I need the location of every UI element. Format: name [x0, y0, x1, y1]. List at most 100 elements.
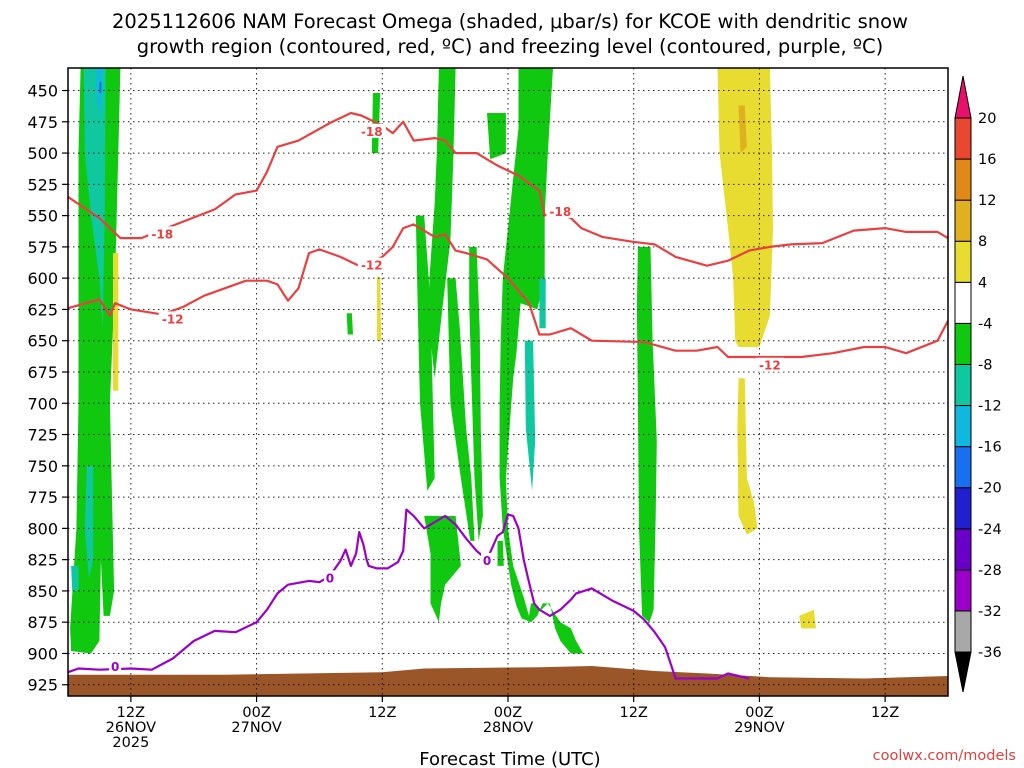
colorbar-bin [954, 569, 972, 612]
x-tick-label: 12Z [117, 705, 145, 721]
y-tick-label: 675 [27, 363, 58, 382]
axes: 450 475 500 525 550 575 600 625 650 675 700 725 750 7… [27, 82, 899, 751]
y-tick-label: 750 [27, 457, 58, 476]
y-tick-label: 875 [27, 613, 58, 632]
x-tick-label: 00Z [745, 705, 773, 721]
omega-area--8_to_-4 [415, 215, 435, 491]
colorbar-bin [954, 363, 972, 407]
contour-label-bg [148, 226, 177, 241]
omega-area--12_to_-8 [539, 278, 546, 329]
y-tick-label: 700 [27, 394, 58, 413]
omega-area--8_to_-4 [469, 246, 483, 541]
x-tick-label: 28NOV [483, 720, 533, 736]
contour-label: -18 [151, 227, 173, 241]
contour-label-bg [158, 311, 187, 326]
colorbar-bin [954, 405, 972, 448]
y-tick-label: 725 [27, 426, 58, 445]
contour-freezing-level-0 [68, 508, 750, 680]
y-tick-label: 800 [27, 519, 58, 538]
y-tick-label: 450 [27, 82, 58, 101]
omega-area--8_to_-4 [636, 246, 657, 623]
contour-label-bg [109, 659, 122, 674]
x-tick-label: 26NOV [106, 720, 156, 736]
y-tick-label: 825 [27, 551, 58, 570]
x-tick-label: 27NOV [231, 720, 281, 736]
x-tick-label: 00Z [242, 705, 270, 721]
colorbar-tick-label: -4 [978, 316, 992, 332]
contour-label: -12 [162, 312, 184, 326]
colorbar-bin [954, 240, 972, 283]
x-tick-label: 29NOV [734, 720, 784, 736]
colorbar-bin [954, 610, 972, 653]
x-axis-label: Forecast Time (UTC) [419, 749, 600, 768]
omega-area-4_to_8 [717, 68, 773, 347]
omega-area--8_to_-4 [424, 515, 461, 623]
colorbar-bin [954, 199, 972, 242]
contour-label-bg [323, 570, 336, 585]
colorbar: -36 -32 -28 -24 -20 -16 -12 -8 -4 4 8 12 16 20 [954, 75, 1002, 693]
omega-area--20_to_-16 [99, 81, 102, 93]
contour-label: -12 [759, 359, 781, 373]
y-tick-label: 625 [27, 300, 58, 319]
omega-area--12_to_-8 [524, 340, 536, 491]
colorbar-under-arrow [954, 651, 972, 693]
contour-label-bg [357, 257, 386, 272]
y-tick-label: 575 [27, 238, 58, 257]
colorbar-tick-label: 4 [978, 275, 987, 291]
x-tick-label: 2025 [112, 735, 149, 751]
omega-area--12_to_-8 [71, 565, 79, 591]
contour-label-bg [755, 357, 784, 372]
colorbar-tick-label: -32 [978, 604, 1002, 620]
x-tick-label: 00Z [494, 705, 522, 721]
y-tick-label: 925 [27, 676, 58, 695]
colorbar-bin [954, 158, 972, 201]
contour-dgz--12 [68, 223, 948, 359]
colorbar-tick-label: -8 [978, 357, 992, 373]
contour-label: 0 [483, 554, 491, 568]
colorbar-tick-label: 8 [978, 234, 987, 250]
omega-area--8_to_-4 [499, 68, 584, 654]
omega-area--8_to_-4 [497, 540, 504, 566]
y-tick-label: 600 [27, 269, 58, 288]
omega-area-8_to_12 [738, 105, 747, 154]
colorbar-tick-label: -24 [978, 522, 1002, 538]
y-tick-label: 550 [27, 207, 58, 226]
contour-label-bg [481, 552, 494, 567]
omega-area-4_to_8 [377, 276, 382, 341]
contour-label-bg [357, 123, 386, 138]
colorbar-tick-label: 20 [978, 111, 996, 127]
credit-link[interactable]: coolwx.com/models [873, 748, 1016, 764]
contours: -18 -18 -18 -12 -12 -12 0 0 0 [68, 111, 948, 680]
colorbar-tick-label: -28 [978, 563, 1002, 579]
y-tick-label: 900 [27, 644, 58, 663]
ground-mask [68, 666, 948, 696]
x-tick-label: 12Z [620, 705, 648, 721]
plot-area [68, 68, 948, 696]
x-tick-label: 12Z [368, 705, 396, 721]
colorbar-bin [954, 487, 972, 530]
colorbar-tick-label: -20 [978, 481, 1002, 497]
omega-area-4_to_8 [737, 378, 758, 535]
colorbar-bin [954, 528, 972, 571]
colorbar-bin [954, 117, 972, 160]
omega-area--8_to_-4 [346, 313, 353, 335]
contour-label: -12 [361, 259, 383, 273]
colorbar-tick-label: -12 [978, 399, 1002, 415]
y-tick-label: 475 [27, 113, 58, 132]
omega-area-4_to_8 [113, 253, 119, 391]
chart-title-line2: growth region (contoured, red, ºC) and f… [137, 35, 884, 58]
colorbar-tick-label: -16 [978, 440, 1002, 456]
x-tick-label: 12Z [871, 705, 899, 721]
contour-label: 0 [111, 660, 119, 674]
colorbar-tick-label: 16 [978, 152, 996, 168]
y-tick-label: 500 [27, 144, 58, 163]
omega-area--8_to_-4 [487, 113, 506, 160]
colorbar-bin [954, 281, 972, 324]
chart-title-line1: 2025112606 NAM Forecast Omega (shaded, μ… [112, 10, 908, 33]
omega-area--8_to_-4 [533, 86, 540, 154]
contour-label: -18 [550, 205, 572, 219]
omega-area--12_to_-8 [83, 68, 106, 329]
y-tick-label: 525 [27, 175, 58, 194]
contour-label-bg [546, 203, 575, 218]
y-tick-label: 775 [27, 488, 58, 507]
